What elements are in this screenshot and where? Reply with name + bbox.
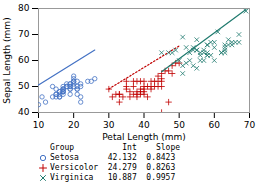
html-text:Virginica 10.887 0.9957: Virginica 10.887 0.9957 (50, 173, 176, 182)
svg-text:20: 20 (68, 120, 80, 130)
svg-text:50: 50 (18, 81, 30, 91)
svg-text:80: 80 (18, 3, 30, 13)
svg-text:10: 10 (33, 120, 45, 130)
html-text:Group Int Slope: Group Int Slope (50, 143, 180, 152)
svg-text:60: 60 (209, 120, 221, 130)
html-text:Versicolor 24.279 0.8263: Versicolor 24.279 0.8263 (50, 163, 176, 172)
svg-text:70: 70 (18, 29, 30, 39)
svg-text:Petal Length (mm): Petal Length (mm) (102, 132, 186, 142)
svg-text:60: 60 (18, 55, 30, 65)
svg-text:40: 40 (18, 107, 30, 117)
svg-text:40: 40 (138, 120, 150, 130)
svg-text:30: 30 (103, 120, 115, 130)
svg-text:50: 50 (173, 120, 185, 130)
svg-text:70: 70 (244, 120, 256, 130)
svg-text:Sepal Length (mm): Sepal Length (mm) (2, 17, 12, 103)
html-text:Setosa 42.132 0.8423: Setosa 42.132 0.8423 (50, 153, 176, 162)
